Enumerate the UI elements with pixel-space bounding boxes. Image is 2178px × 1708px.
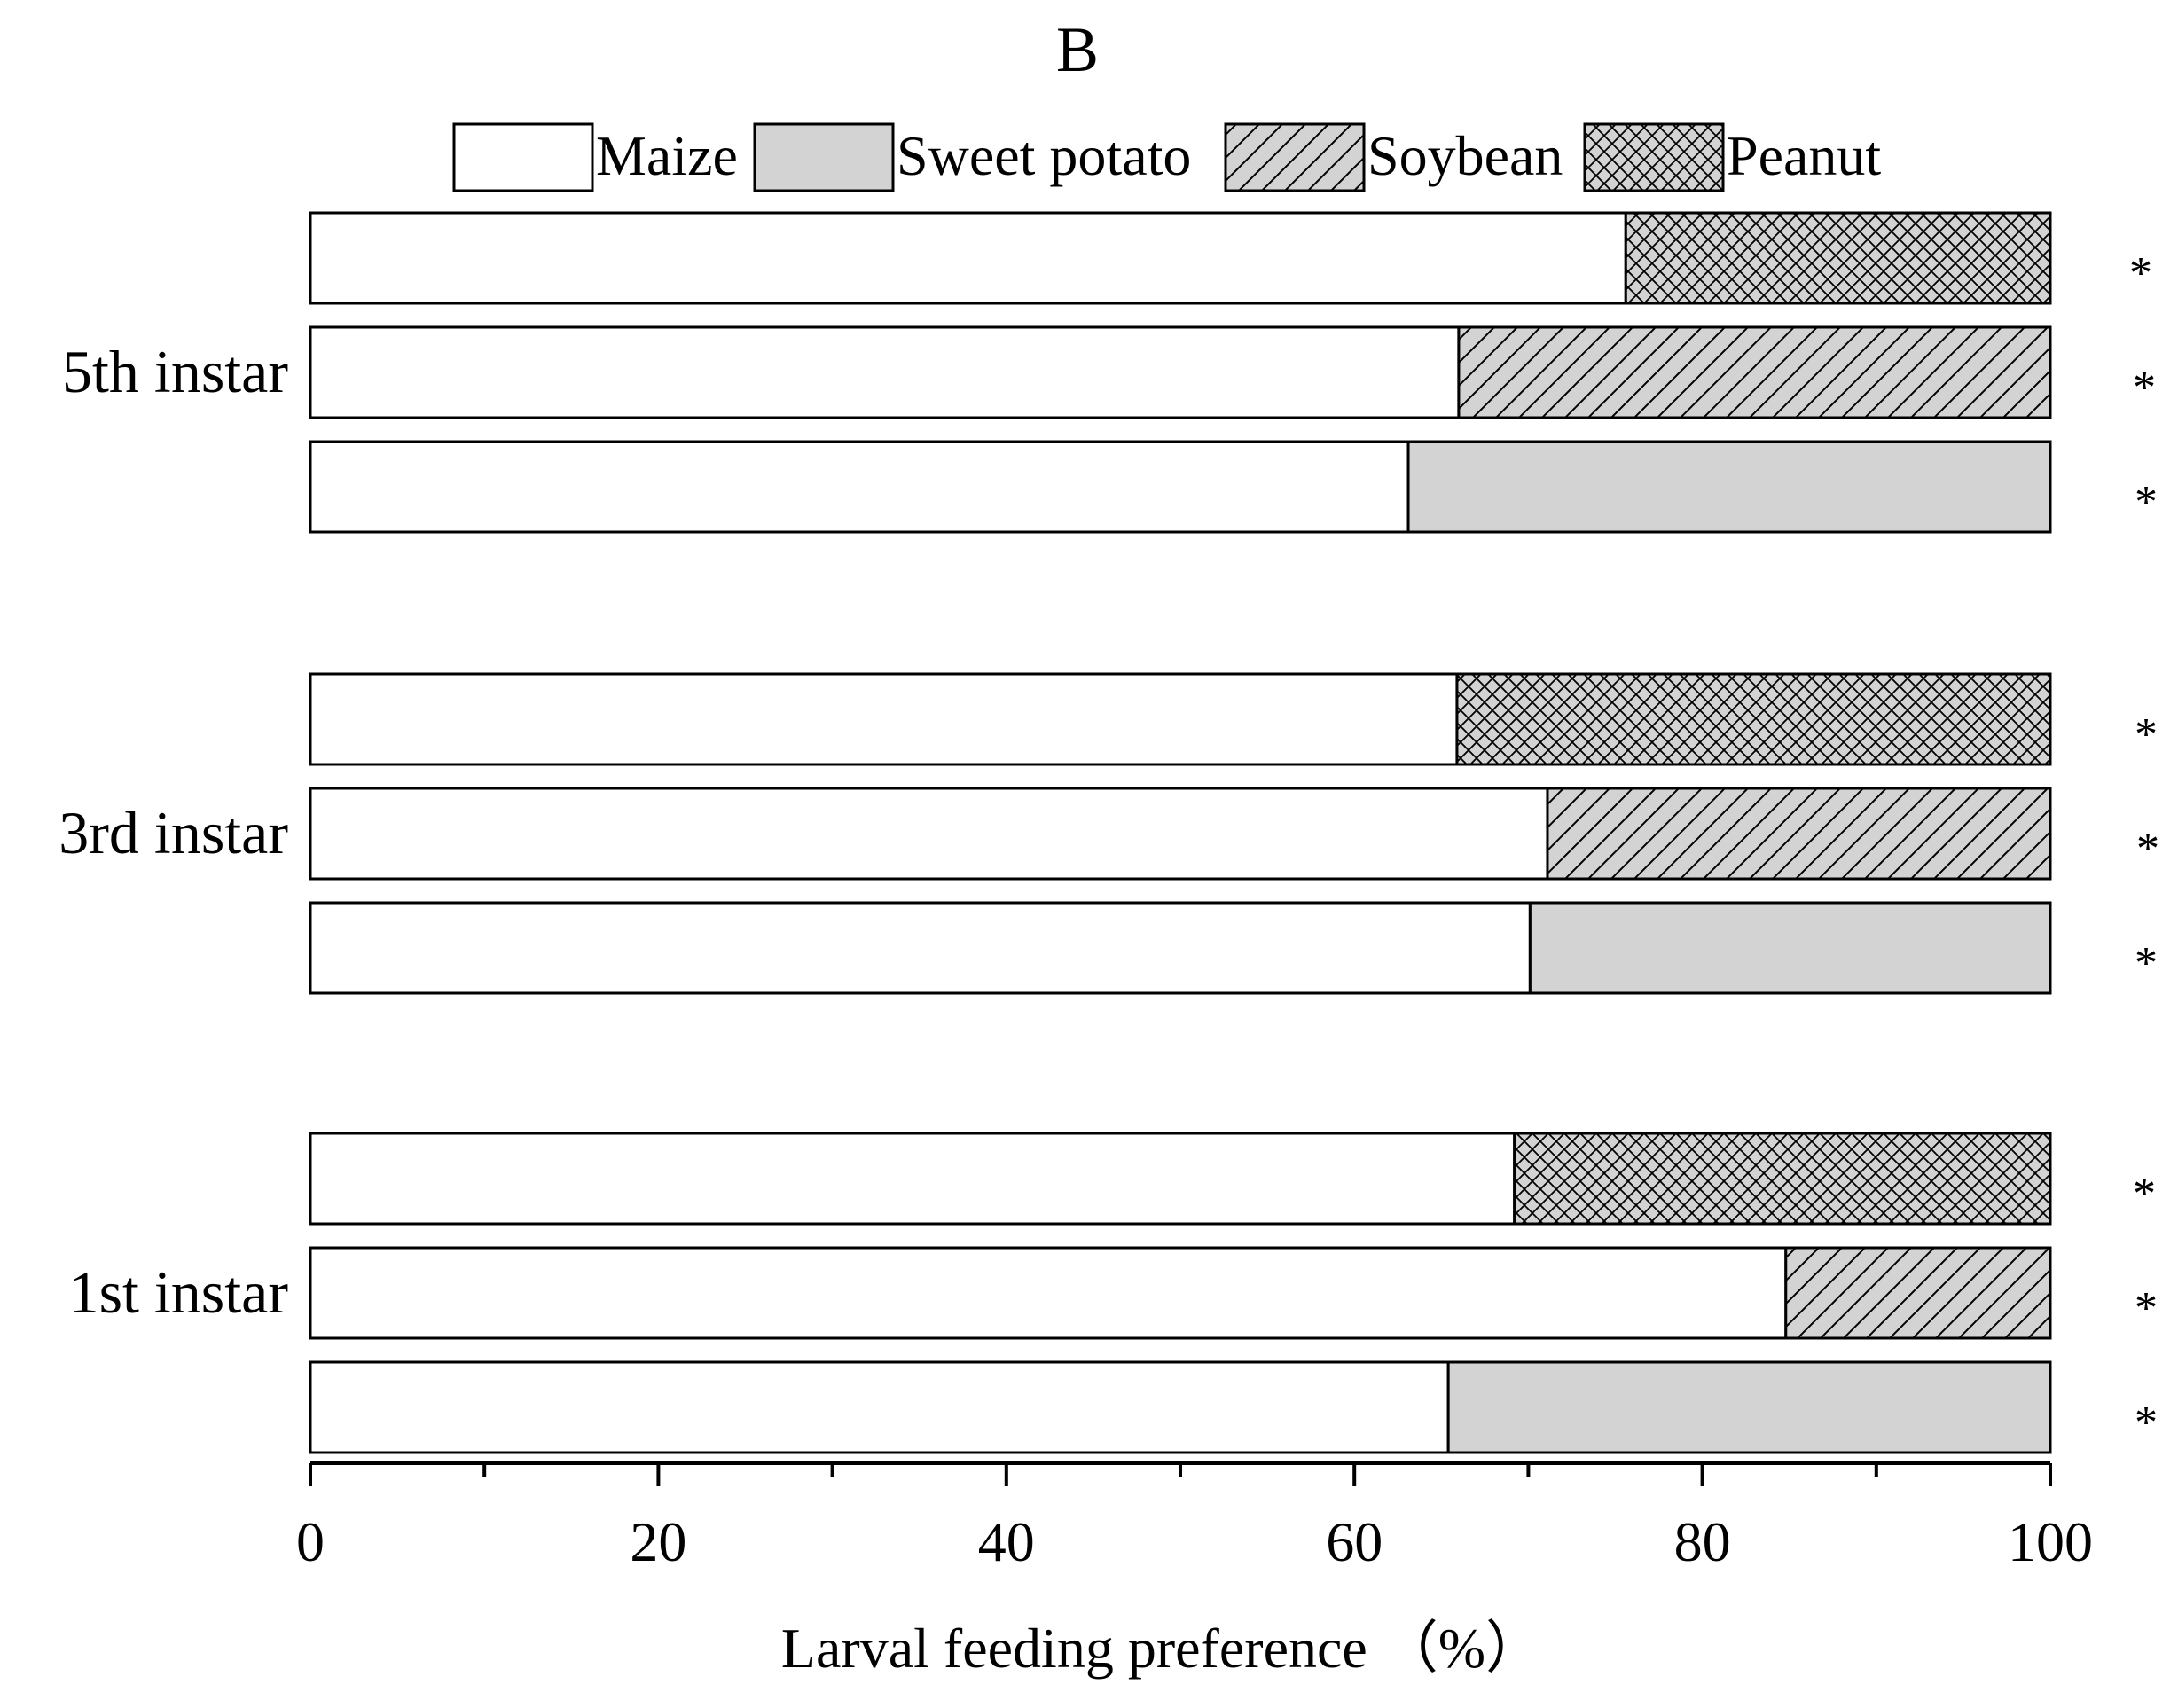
significance-marker: * [2135,1398,2158,1448]
bar-1st-instar-maize-vs-peanut-maize [309,1132,1516,1226]
x-tick-label: 20 [630,1510,686,1573]
bar-3rd-instar-maize-vs-peanut-peanut [1455,672,2052,766]
bar-5th-instar-maize-vs-peanut-peanut [1624,211,2052,305]
legend-swatch-sweet-potato [753,122,895,192]
bar-5th-instar-maize-vs-soybean-maize [309,325,1461,419]
legend-label-sweet-potato: Sweet potato [897,124,1191,187]
x-tick-label: 60 [1326,1510,1383,1573]
legend: Maize Sweet potato Soybean Peanut [452,122,1881,192]
legend-swatch-peanut [1583,122,1725,192]
bar-5th-instar-maize-vs-sweet-potato-sweet-potato [1406,440,2052,534]
significance-marker: * [2133,363,2156,413]
group-labels: 5th instar 3rd instar 1st instar [59,338,288,1326]
x-tick-label: 80 [1674,1510,1731,1573]
significance-marker: * [2135,938,2158,989]
significance-markers: * * * * * * * * * [2129,248,2159,1448]
significance-marker: * [2135,477,2158,528]
group-label-3rd-instar: 3rd instar [59,799,288,866]
bars [309,211,2052,1454]
bar-3rd-instar-maize-vs-peanut-maize [309,672,1459,766]
bar-1st-instar-maize-vs-sweet-potato-maize [309,1360,1450,1454]
legend-label-soybean: Soybean [1367,124,1563,187]
legend-swatch-maize [452,122,594,192]
x-axis: 0 20 40 60 80 100 [296,1461,2093,1573]
significance-marker: * [2136,824,2159,874]
bar-5th-instar-maize-vs-sweet-potato-maize [309,440,1410,534]
legend-label-peanut: Peanut [1727,124,1881,187]
x-tick-label: 0 [296,1510,325,1573]
x-tick-label: 40 [978,1510,1035,1573]
group-label-5th-instar: 5th instar [62,338,288,405]
bar-1st-instar-maize-vs-soybean-soybean [1784,1246,2052,1340]
x-axis-label: Larval feeding preference （%） [781,1617,1542,1680]
bar-3rd-instar-maize-vs-soybean-soybean [1546,787,2052,881]
bar-5th-instar-maize-vs-soybean-soybean [1457,325,2052,419]
significance-marker: * [2129,248,2152,299]
legend-swatch-soybean [1224,122,1366,192]
bar-1st-instar-maize-vs-peanut-peanut [1513,1132,2052,1226]
significance-marker: * [2135,709,2158,760]
bar-5th-instar-maize-vs-peanut-maize [309,211,1627,305]
bar-1st-instar-maize-vs-sweet-potato-sweet-potato [1446,1360,2052,1454]
bar-3rd-instar-maize-vs-sweet-potato-maize [309,901,1532,995]
x-tick-label: 100 [2008,1510,2093,1573]
significance-marker: * [2135,1283,2158,1334]
chart-title: B [1056,14,1099,85]
legend-label-maize: Maize [596,124,738,187]
bar-3rd-instar-maize-vs-soybean-maize [309,787,1549,881]
significance-marker: * [2133,1169,2156,1219]
bar-1st-instar-maize-vs-soybean-maize [309,1246,1788,1340]
bar-3rd-instar-maize-vs-sweet-potato-sweet-potato [1528,901,2052,995]
group-label-1st-instar: 1st instar [69,1258,289,1326]
